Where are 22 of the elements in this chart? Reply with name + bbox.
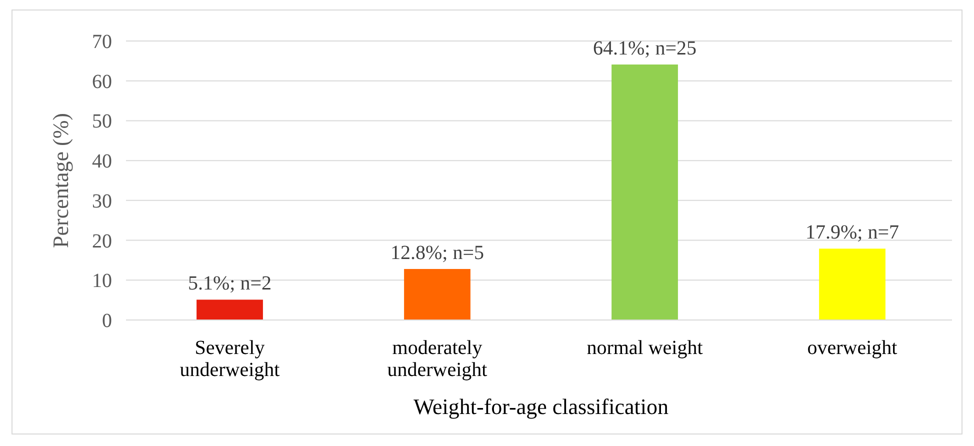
data-label: 64.1%; n=25: [593, 38, 696, 60]
x-axis-title: Weight-for-age classification: [414, 394, 668, 419]
y-axis-title: Percentage (%): [48, 113, 73, 248]
bar: [196, 300, 263, 320]
y-tick-label: 10: [92, 270, 112, 292]
bar: [612, 64, 678, 320]
y-tick-label: 50: [92, 110, 112, 133]
y-tick-label: 60: [92, 70, 112, 93]
bar: [404, 268, 470, 320]
y-tick-label: 70: [92, 31, 112, 53]
x-tick-label: moderately underweight: [387, 337, 488, 381]
bar: [819, 248, 886, 320]
data-label: 5.1%; n=2: [188, 272, 272, 295]
y-tick-label: 20: [92, 230, 112, 252]
y-tick-label: 30: [92, 190, 112, 212]
x-tick-label: Severely underweight: [180, 337, 280, 381]
y-tick-label: 40: [92, 150, 112, 173]
x-tick-label: normal weight: [586, 337, 704, 359]
x-tick-label: overweight: [807, 337, 898, 359]
data-label: 12.8%; n=5: [390, 242, 484, 264]
data-label: 17.9%; n=7: [806, 222, 899, 244]
y-tick-label: 0: [102, 310, 112, 332]
